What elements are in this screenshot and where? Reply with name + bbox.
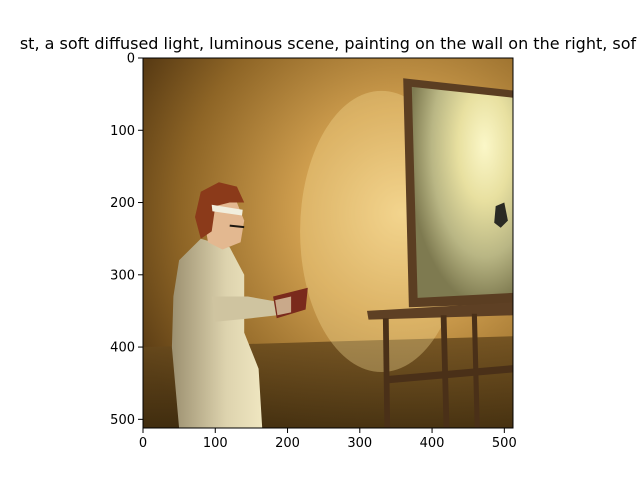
y-tick-label: 500 bbox=[110, 413, 135, 428]
person-glasses bbox=[229, 224, 245, 229]
axes-frame bbox=[142, 57, 514, 429]
person-headband bbox=[211, 204, 243, 216]
x-tick-label: 400 bbox=[420, 436, 445, 451]
chart-title: st, a soft diffused light, luminous scen… bbox=[20, 34, 637, 53]
x-tick-label: 200 bbox=[275, 436, 300, 451]
x-axis: 0 100 200 300 400 500 bbox=[139, 428, 517, 451]
x-tick-label: 300 bbox=[347, 436, 372, 451]
person-coat bbox=[171, 238, 263, 428]
x-tick-label: 100 bbox=[203, 436, 228, 451]
y-tick-label: 100 bbox=[110, 124, 135, 139]
table-leg bbox=[382, 318, 391, 428]
table-crossbar bbox=[387, 365, 513, 384]
x-tick-label: 500 bbox=[492, 436, 517, 451]
easel-canvas bbox=[411, 86, 513, 298]
book-page bbox=[275, 296, 292, 316]
y-tick-label: 200 bbox=[110, 196, 135, 211]
y-tick-label: 300 bbox=[110, 268, 135, 283]
person-arm bbox=[211, 296, 284, 322]
canvas-dark-mark bbox=[494, 202, 508, 228]
x-tick-label: 0 bbox=[139, 436, 147, 451]
person-hair bbox=[195, 182, 245, 239]
y-axis: 0 100 200 300 400 500 bbox=[110, 52, 143, 428]
y-tick-label: 0 bbox=[127, 52, 135, 67]
painting-image bbox=[143, 58, 513, 428]
y-tick-label: 400 bbox=[110, 341, 135, 356]
